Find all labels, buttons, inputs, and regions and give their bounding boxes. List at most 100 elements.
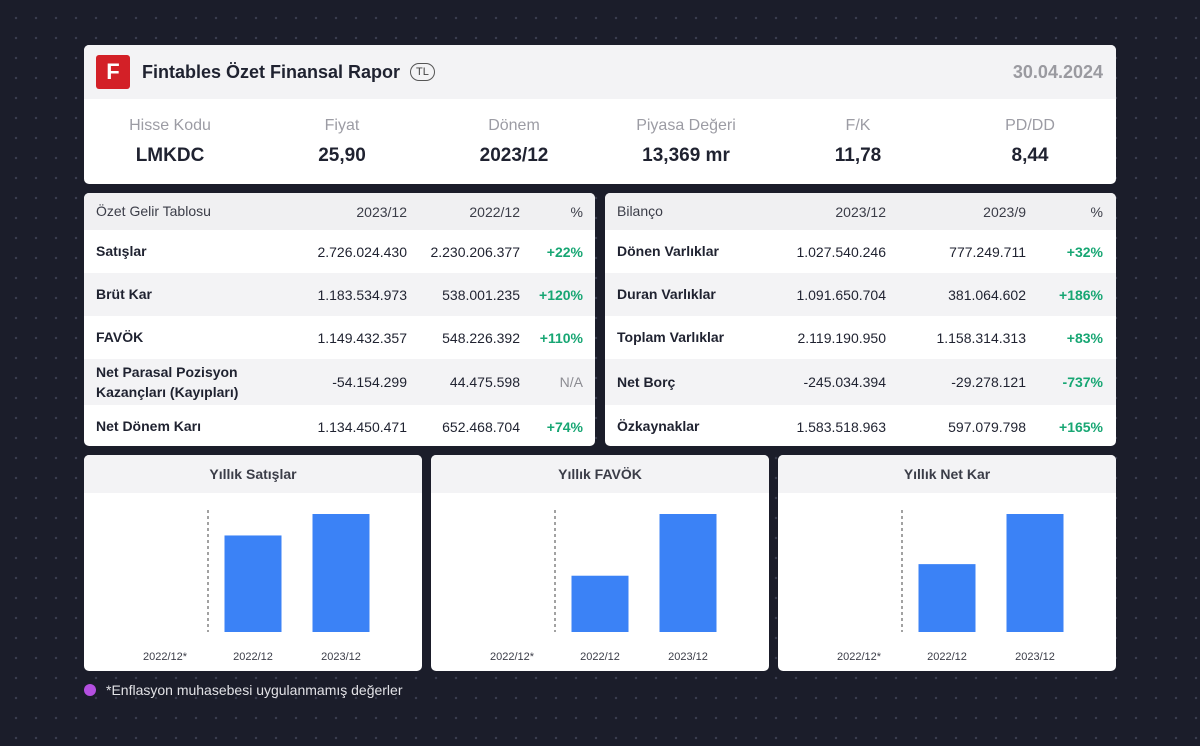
key-metrics: Hisse Kodu LMKDC Fiyat 25,90 Dönem 2023/… — [84, 99, 1116, 184]
chart-bar — [571, 575, 629, 632]
footnote: *Enflasyon muhasebesi uygulanmamış değer… — [84, 682, 403, 698]
x-tick-label: 2022/12* — [143, 651, 188, 663]
chart-annual-net-profit: Yıllık Net Kar 2022/12* 2022/12 2023/12 — [778, 455, 1116, 671]
table-row: Net Borç -245.034.394 -29.278.121 -737% — [605, 359, 1116, 405]
metric-label: Fiyat — [324, 117, 360, 134]
x-tick-label: 2022/12 — [233, 651, 273, 663]
table-row: Satışlar 2.726.024.430 2.230.206.377 +22… — [84, 230, 595, 273]
row-change-percent: +165% — [1059, 418, 1103, 435]
row-value-current: -54.154.299 — [332, 374, 407, 390]
income-statement-table: Özet Gelir Tablosu 2023/12 2022/12 % Sat… — [84, 193, 595, 446]
chart-bar — [1006, 514, 1064, 632]
table-row: Net Dönem Karı 1.134.450.471 652.468.704… — [84, 405, 595, 446]
metric-label: Piyasa Değeri — [636, 117, 736, 134]
metric-price: Fiyat 25,90 — [252, 117, 432, 167]
column-header-current: 2023/12 — [835, 203, 886, 220]
metric-market-cap: Piyasa Değeri 13,369 mr — [596, 117, 776, 167]
row-change-percent: +110% — [539, 329, 583, 346]
column-header-percent: % — [1090, 203, 1103, 220]
metric-label: Dönem — [488, 117, 540, 134]
row-change-percent: N/A — [559, 374, 583, 390]
metric-label: Hisse Kodu — [129, 117, 211, 134]
balance-sheet-table: Bilanço 2023/12 2023/9 % Dönen Varlıklar… — [605, 193, 1116, 446]
x-tick-label: 2022/12* — [837, 651, 882, 663]
row-value-previous: 1.158.314.313 — [936, 329, 1026, 346]
metric-value: LMKDC — [135, 145, 205, 166]
report-header-card: F Fintables Özet Finansal Rapor TL 30.04… — [84, 45, 1116, 184]
metric-pb-ratio: PD/DD 8,44 — [940, 117, 1116, 167]
column-header-current: 2023/12 — [356, 203, 407, 220]
metric-value: 2023/12 — [479, 145, 549, 166]
row-value-current: -245.034.394 — [803, 374, 886, 390]
metric-pe-ratio: F/K 11,78 — [768, 117, 948, 167]
row-label: Satışlar — [96, 243, 147, 260]
row-label: Dönen Varlıklar — [617, 243, 719, 260]
table-row: Toplam Varlıklar 2.119.190.950 1.158.314… — [605, 316, 1116, 359]
chart-plot: 2022/12* 2022/12 2023/12 — [490, 510, 717, 663]
row-value-current: 1.183.534.973 — [317, 286, 407, 303]
table-header: Özet Gelir Tablosu 2023/12 2022/12 % — [84, 193, 595, 230]
row-value-previous: 652.468.704 — [442, 418, 520, 435]
chart-plot: 2022/12* 2022/12 2023/12 — [143, 510, 370, 663]
metric-ticker: Hisse Kodu LMKDC — [84, 117, 260, 167]
table-row: Özkaynaklar 1.583.518.963 597.079.798 +1… — [605, 405, 1116, 446]
row-change-percent: +32% — [1066, 243, 1103, 260]
row-label: Net Borç — [617, 373, 676, 390]
column-header-previous: 2023/9 — [983, 203, 1026, 220]
column-header-title: Özet Gelir Tablosu — [96, 203, 211, 220]
chart-title: Yıllık Net Kar — [778, 455, 1116, 493]
row-label: Duran Varlıklar — [617, 286, 716, 303]
metric-label: PD/DD — [1005, 117, 1055, 134]
report-header-bar: F Fintables Özet Finansal Rapor TL 30.04… — [84, 45, 1116, 99]
row-value-current: 1.583.518.963 — [796, 418, 886, 435]
row-value-current: 1.091.650.704 — [796, 286, 886, 303]
x-tick-label: 2022/12* — [490, 651, 535, 663]
column-header-previous: 2022/12 — [469, 203, 520, 220]
metric-value: 11,78 — [834, 145, 882, 166]
row-change-percent: +74% — [546, 418, 583, 435]
row-value-previous: 597.079.798 — [948, 418, 1026, 435]
row-value-current: 2.119.190.950 — [797, 329, 887, 346]
column-header-percent: % — [570, 203, 583, 220]
x-tick-label: 2022/12 — [927, 651, 967, 663]
row-value-previous: 538.001.235 — [442, 286, 520, 303]
currency-badge: TL — [410, 63, 435, 81]
x-tick-label: 2023/12 — [668, 651, 708, 663]
chart-bar — [224, 535, 282, 632]
table-row: Brüt Kar 1.183.534.973 538.001.235 +120% — [84, 273, 595, 316]
row-value-previous: 381.064.602 — [948, 286, 1026, 303]
chart-bar — [918, 564, 976, 632]
row-value-previous: 2.230.206.377 — [430, 243, 520, 260]
fintables-logo-icon: F — [96, 55, 130, 89]
row-value-current: 2.726.024.430 — [317, 243, 407, 260]
metric-value: 13,369 mr — [642, 145, 730, 166]
row-label: Net Parasal Pozisyon Kazançları (Kayıpla… — [96, 363, 239, 400]
footnote-dot-icon — [84, 684, 96, 696]
table-row: FAVÖK 1.149.432.357 548.226.392 +110% — [84, 316, 595, 359]
chart-bar — [659, 514, 717, 632]
table-row: Net Parasal Pozisyon Kazançları (Kayıpla… — [84, 359, 595, 405]
chart-annual-sales: Yıllık Satışlar 2022/12* 2022/12 2023/12 — [84, 455, 422, 671]
row-value-current: 1.134.450.471 — [317, 418, 407, 435]
metric-value: 8,44 — [1011, 145, 1049, 166]
table-row: Duran Varlıklar 1.091.650.704 381.064.60… — [605, 273, 1116, 316]
chart-plot: 2022/12* 2022/12 2023/12 — [837, 510, 1064, 663]
report-title: Fintables Özet Finansal Rapor — [142, 61, 401, 82]
row-change-percent: -737% — [1062, 374, 1103, 390]
report-date: 30.04.2024 — [1012, 62, 1103, 82]
table-row: Dönen Varlıklar 1.027.540.246 777.249.71… — [605, 230, 1116, 273]
chart-annual-ebitda: Yıllık FAVÖK 2022/12* 2022/12 2023/12 — [431, 455, 769, 671]
row-value-previous: 548.226.392 — [442, 329, 520, 346]
row-value-previous: 44.475.598 — [449, 374, 520, 390]
row-value-current: 1.027.540.246 — [796, 243, 886, 260]
row-label: FAVÖK — [96, 329, 144, 346]
row-change-percent: +120% — [539, 286, 583, 303]
table-header: Bilanço 2023/12 2023/9 % — [605, 193, 1116, 230]
footnote-text: *Enflasyon muhasebesi uygulanmamış değer… — [106, 682, 403, 698]
row-change-percent: +83% — [1066, 329, 1103, 346]
row-change-percent: +186% — [1059, 286, 1103, 303]
metric-value: 25,90 — [318, 145, 366, 166]
row-label: Brüt Kar — [96, 286, 153, 303]
chart-title: Yıllık Satışlar — [84, 455, 422, 493]
row-label: Toplam Varlıklar — [617, 329, 725, 346]
